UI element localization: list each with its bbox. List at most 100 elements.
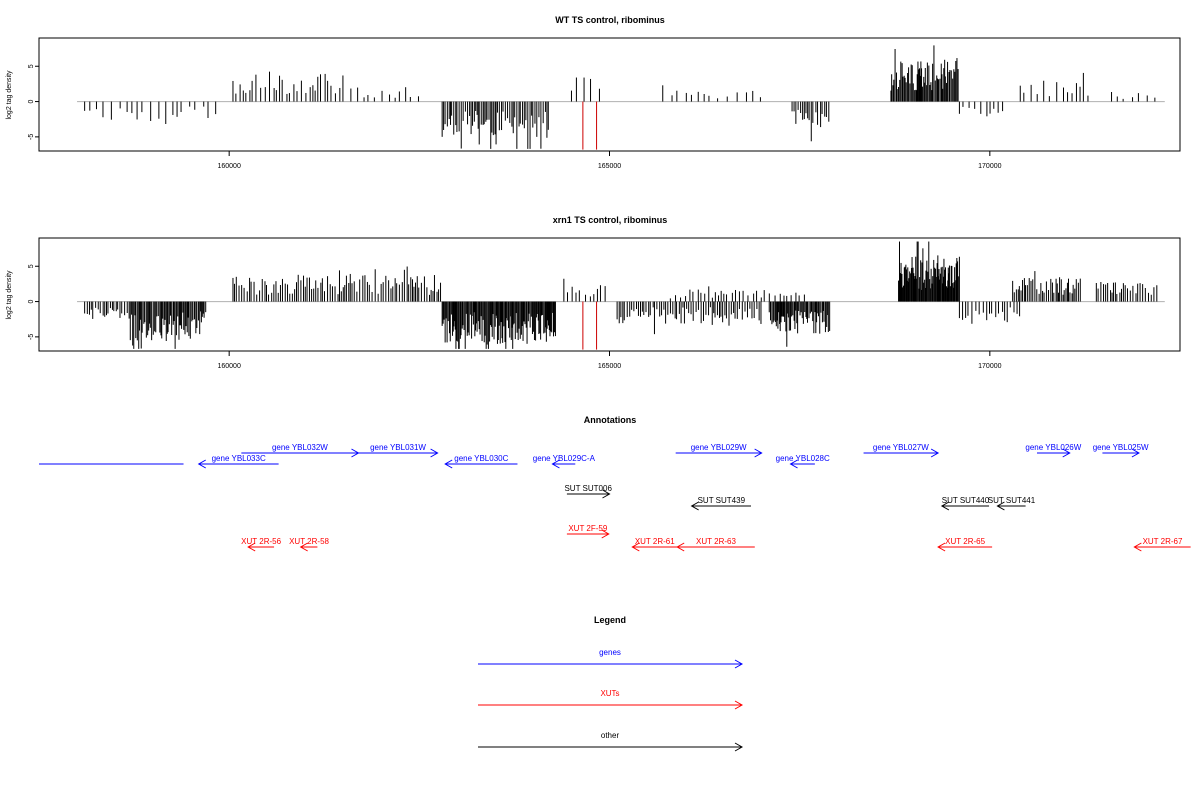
- feature-label: gene YBL029C-A: [533, 454, 596, 463]
- x-tick-label: 160000: [217, 363, 240, 370]
- annotation-gene: gene YBL025W: [1093, 443, 1149, 458]
- y-tick-label: 5: [28, 264, 35, 268]
- feature-label: gene YBL027W: [873, 443, 929, 452]
- annotations-title: Annotations: [584, 415, 637, 425]
- annotation-xut: XUT 2R-61: [631, 537, 678, 552]
- feature-label: gene YBL029W: [691, 443, 747, 452]
- y-tick-label: 0: [28, 100, 35, 104]
- legend-item-other: other: [478, 731, 744, 752]
- xrn1-signal-panel: xrn1 TS control, ribominus log2 tag dens…: [6, 215, 1181, 370]
- feature-label: XUT 2R-56: [241, 537, 281, 546]
- annotation-other: SUT SUT440: [940, 496, 990, 511]
- annotation-other: SUT SUT439: [690, 496, 751, 511]
- arrowhead: [930, 448, 940, 458]
- feature-label: SUT SUT006: [564, 484, 612, 493]
- wt-y-axis-label: log2 tag density: [6, 70, 13, 120]
- feature-label: gene YBL028C: [776, 454, 830, 463]
- arrowhead: [601, 529, 610, 539]
- annotation-xut: XUT 2R-63: [676, 537, 755, 552]
- xrn1-plot-frame: [38, 237, 1181, 352]
- legend-label: other: [601, 731, 620, 740]
- arrowhead: [247, 542, 256, 552]
- feature-label: gene YBL026W: [1025, 443, 1081, 452]
- arrowhead: [602, 489, 611, 499]
- feature-label: XUT 2R-61: [635, 537, 675, 546]
- annotation-gene: gene YBL033C: [197, 454, 279, 469]
- feature-label: SUT SUT441: [988, 496, 1036, 505]
- arrowhead: [197, 459, 206, 469]
- x-tick-label: 165000: [598, 363, 621, 370]
- arrowhead: [754, 448, 763, 458]
- annotation-gene: gene YBL026W: [1025, 443, 1082, 458]
- annotation-gene: gene YBL027W: [863, 443, 940, 458]
- xrn1-y-axis-label: log2 tag density: [6, 270, 13, 320]
- arrowhead: [734, 742, 744, 752]
- annotation-xut: XUT 2R-67: [1133, 537, 1191, 552]
- y-tick-label: -5: [28, 334, 35, 340]
- legend-item-gene: genes: [478, 648, 744, 669]
- feature-label: XUT 2R-63: [696, 537, 736, 546]
- xrn1-x-axis: 160000 165000 170000: [217, 351, 1002, 370]
- xrn1-y-axis: -5 0 5: [28, 264, 39, 340]
- wt-x-axis: 160000 165000 170000: [217, 151, 1002, 170]
- feature-label: SUT SUT439: [698, 496, 746, 505]
- arrowhead: [444, 459, 453, 469]
- y-tick-label: 0: [28, 300, 35, 304]
- feature-label: gene YBL025W: [1093, 443, 1149, 452]
- annotation-other: SUT SUT006: [564, 484, 612, 499]
- annotation-xut: XUT 2R-58: [289, 537, 330, 552]
- legend-item-xut: XUTs: [478, 689, 744, 710]
- arrowhead: [551, 459, 560, 469]
- arrowhead: [1133, 542, 1142, 552]
- wt-plot-frame: [38, 37, 1181, 152]
- feature-label: gene YBL032W: [272, 443, 328, 452]
- annotation-gene: gene YBL028C: [776, 454, 830, 469]
- x-tick-label: 170000: [978, 163, 1001, 170]
- y-tick-label: -5: [28, 134, 35, 140]
- arrowhead: [676, 542, 685, 552]
- xrn1-panel-title: xrn1 TS control, ribominus: [553, 215, 668, 225]
- feature-label: XUT 2R-65: [945, 537, 985, 546]
- arrowhead: [430, 448, 439, 458]
- feature-label: gene YBL030C: [454, 454, 508, 463]
- legend: Legend genes XUTs other: [478, 615, 744, 752]
- annotation-other: SUT SUT441: [988, 496, 1036, 511]
- feature-label: XUT 2R-58: [289, 537, 329, 546]
- arrowhead: [996, 501, 1005, 511]
- feature-label: SUT SUT440: [942, 496, 990, 505]
- legend-items: genes XUTs other: [478, 648, 744, 752]
- arrowhead: [734, 659, 744, 669]
- wt-panel-title: WT TS control, ribominus: [555, 15, 665, 25]
- legend-title: Legend: [594, 615, 626, 625]
- wt-signal-panel: WT TS control, ribominus log2 tag densit…: [6, 15, 1181, 170]
- x-tick-label: 160000: [217, 163, 240, 170]
- annotation-gene: gene YBL031W: [358, 443, 439, 458]
- feature-label: gene YBL031W: [370, 443, 426, 452]
- legend-label: XUTs: [600, 689, 619, 698]
- annotation-gene: gene YBL029W: [675, 443, 763, 458]
- arrowhead: [299, 542, 308, 552]
- arrowhead: [631, 542, 640, 552]
- annotation-gene: gene YBL030C: [444, 454, 518, 469]
- arrowhead: [734, 700, 744, 710]
- annotation-xut: XUT 2R-56: [241, 537, 282, 552]
- arrowhead: [1131, 448, 1140, 458]
- y-tick-label: 5: [28, 64, 35, 68]
- arrowhead: [690, 501, 699, 511]
- annotation-xut: XUT 2R-65: [937, 537, 993, 552]
- arrowhead: [940, 501, 950, 511]
- arrowhead: [789, 459, 798, 469]
- wt-signal-bars: [77, 45, 1165, 150]
- legend-label: genes: [599, 648, 621, 657]
- xrn1-signal-bars: [77, 241, 1165, 350]
- x-tick-label: 165000: [598, 163, 621, 170]
- feature-label: XUT 2F-59: [568, 524, 608, 533]
- annotation-features: gene YBL033C gene YBL032W gene YBL031W gene…: [39, 443, 1191, 552]
- annotation-xut: XUT 2F-59: [566, 524, 610, 539]
- arrowhead: [1062, 448, 1071, 458]
- wt-y-axis: -5 0 5: [28, 64, 39, 140]
- annotation-gene: gene YBL029C-A: [533, 454, 596, 469]
- feature-label: gene YBL033C: [212, 454, 266, 463]
